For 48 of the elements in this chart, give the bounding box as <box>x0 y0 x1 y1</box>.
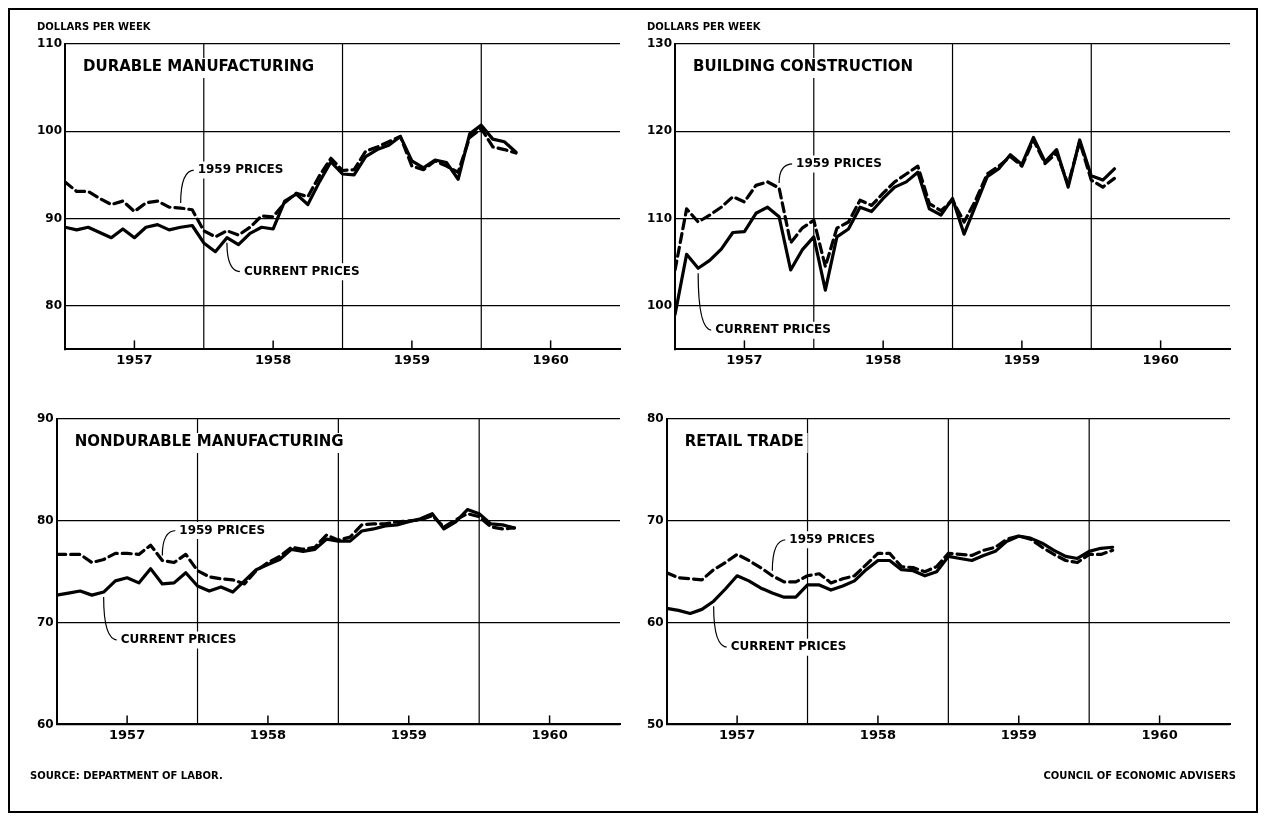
y-tick-label: 110 <box>36 36 63 51</box>
y-tick-label: 90 <box>45 210 63 225</box>
text: CURRENT PRICES <box>120 632 237 647</box>
x-tick-label: 1957 <box>109 726 146 742</box>
text: RETAIL TRADE <box>684 432 804 451</box>
x-tick-label: 1959 <box>393 351 430 367</box>
y-tick-label: 60 <box>647 614 664 629</box>
y-tick-label: 130 <box>646 36 673 51</box>
x-tick-label: 1960 <box>1141 726 1178 742</box>
series-label: CURRENT PRICES <box>243 263 360 278</box>
text: CURRENT PRICES <box>715 322 831 337</box>
x-tick-label: 1960 <box>531 726 568 742</box>
text: COUNCIL OF ECONOMIC ADVISERS <box>1043 770 1236 781</box>
x-tick-label: 1958 <box>255 351 292 367</box>
text: BUILDING CONSTRUCTION <box>693 57 914 76</box>
x-tick-label: 1957 <box>719 726 756 742</box>
x-tick-label: 1959 <box>390 726 427 742</box>
y-tick-label: 80 <box>45 297 63 312</box>
text: CURRENT PRICES <box>730 639 847 654</box>
y-tick-label: 120 <box>646 123 673 138</box>
y-axis-title: DOLLARS PER WEEK <box>647 20 762 32</box>
x-tick-label: 1959 <box>1003 351 1040 367</box>
y-tick-label: 80 <box>37 512 54 527</box>
x-tick-label: 1957 <box>726 351 763 367</box>
x-tick-label: 1960 <box>532 351 569 367</box>
y-tick-label: 60 <box>37 716 54 731</box>
text: NONDURABLE MANUFACTURING <box>74 432 344 451</box>
y-tick-label: 90 <box>37 411 54 426</box>
series-label: 1959 PRICES <box>796 156 882 171</box>
x-tick-label: 1958 <box>859 726 897 742</box>
y-axis-title: DOLLARS PER WEEK <box>37 20 152 32</box>
x-tick-label: 1960 <box>1142 351 1179 367</box>
series-label: 1959 PRICES <box>789 531 876 546</box>
y-tick-label: 100 <box>36 123 63 138</box>
x-tick-label: 1958 <box>249 726 287 742</box>
y-tick-label: 100 <box>646 297 673 312</box>
series-label: 1959 PRICES <box>197 162 284 177</box>
x-tick-label: 1959 <box>1000 726 1037 742</box>
y-tick-label: 80 <box>647 411 664 426</box>
source-note: SOURCE: DEPARTMENT OF LABOR. <box>30 770 223 781</box>
y-tick-label: 110 <box>646 210 673 225</box>
x-tick-label: 1958 <box>865 351 902 367</box>
y-tick-label: 70 <box>647 512 664 527</box>
y-tick-label: 50 <box>647 716 664 731</box>
text: DURABLE MANUFACTURING <box>83 57 315 76</box>
y-tick-label: 70 <box>37 614 54 629</box>
series-label: 1959 PRICES <box>179 522 266 537</box>
x-tick-label: 1957 <box>116 351 153 367</box>
